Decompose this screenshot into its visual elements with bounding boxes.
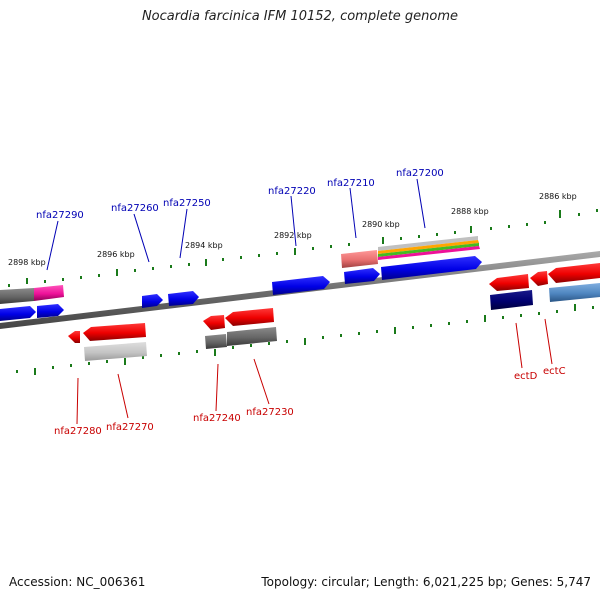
gene-label-nfa27210[interactable]: nfa27210	[327, 178, 375, 189]
gene-label-nfa27290[interactable]: nfa27290	[36, 210, 84, 221]
gene-arrow-ectD[interactable]	[490, 290, 533, 310]
upper-tick-track	[8, 209, 598, 287]
gene-arrow[interactable]	[37, 304, 64, 318]
gene-arrow-nfa27260[interactable]	[142, 294, 163, 308]
kbp-label-2892: 2892 kbp	[274, 231, 312, 240]
gene-label-nfa27250[interactable]: nfa27250	[163, 198, 211, 209]
gene-label-nfa27280[interactable]: nfa27280	[54, 426, 102, 437]
gene-arrow[interactable]	[227, 327, 277, 346]
gene-arrow-ectC[interactable]	[549, 283, 600, 302]
map-title: Nocardia farcinica IFM 10152, complete g…	[141, 9, 459, 24]
gene-arrow[interactable]	[83, 323, 146, 341]
gene-label-ectD[interactable]: ectD	[514, 371, 538, 382]
gene-arrow-nfa27290[interactable]	[34, 285, 64, 301]
kbp-label-2888: 2888 kbp	[451, 207, 489, 216]
gene-arrow-nfa27240[interactable]	[205, 334, 227, 349]
gene-arrow[interactable]	[548, 263, 600, 283]
gene-label-nfa27230[interactable]: nfa27230	[246, 407, 294, 418]
gene-arrow[interactable]	[68, 331, 80, 343]
gene-label-nfa27240[interactable]: nfa27240	[193, 413, 241, 424]
kbp-label-2890: 2890 kbp	[362, 220, 400, 229]
gene-arrow[interactable]	[225, 308, 274, 326]
gene-arrow-nfa27270[interactable]	[84, 342, 147, 361]
gene-arrow[interactable]	[0, 288, 34, 304]
gene-arrow[interactable]	[381, 256, 482, 280]
kbp-label-2896: 2896 kbp	[97, 250, 135, 259]
gene-label-nfa27260[interactable]: nfa27260	[111, 203, 159, 214]
gene-arrow[interactable]	[530, 271, 548, 286]
gene-label-ectC[interactable]: ectC	[543, 366, 566, 377]
accession-text: Accession: NC_006361	[9, 575, 146, 589]
gene-arrow-nfa27200[interactable]	[378, 236, 480, 260]
gene-label-nfa27220[interactable]: nfa27220	[268, 186, 316, 197]
gene-label-nfa27270[interactable]: nfa27270	[106, 422, 154, 433]
kbp-label-2898: 2898 kbp	[8, 258, 46, 267]
bottom-leader-lines	[76, 318, 553, 425]
gene-arrow-nfa27220[interactable]	[272, 276, 330, 295]
gene-arrow[interactable]	[341, 250, 378, 268]
gene-arrow-nfa27250[interactable]	[168, 291, 199, 306]
kbp-label-2894: 2894 kbp	[185, 241, 223, 250]
gene-arrow-nfa27210[interactable]	[344, 268, 380, 284]
topology-text: Topology: circular; Length: 6,021,225 bp…	[261, 575, 591, 589]
gene-arrow[interactable]	[489, 274, 529, 291]
gene-label-nfa27200[interactable]: nfa27200	[396, 168, 444, 179]
kbp-label-2886: 2886 kbp	[539, 192, 577, 201]
gene-arrow[interactable]	[0, 306, 36, 321]
lower-tick-track	[16, 304, 594, 375]
top-leader-lines	[46, 178, 426, 271]
gene-arrow[interactable]	[203, 315, 225, 330]
